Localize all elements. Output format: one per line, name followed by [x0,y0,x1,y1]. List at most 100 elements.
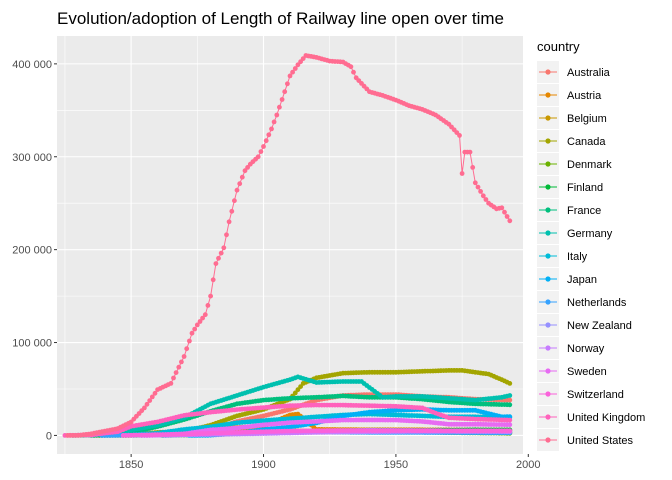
legend-item-austria: Austria [537,84,602,106]
data-point-united-states [189,330,195,336]
legend-item-denmark: Denmark [537,153,612,175]
data-point-united-states [202,312,208,318]
legend-item-france: France [537,199,601,221]
legend-title: country [537,39,580,54]
series-united-kingdom [62,402,513,438]
data-point-united-states [237,181,243,187]
series-united-states [65,53,513,438]
legend-key-point [545,391,551,397]
legend-key-point [545,184,551,190]
legend-item-germany: Germany [537,222,613,244]
data-point-united-states [295,62,301,68]
legend-key-point [545,345,551,351]
legend-key-point [545,437,551,443]
legend-item-italy: Italy [537,245,588,267]
data-point-united-states [457,133,462,138]
data-point-united-states [459,171,465,176]
data-point-france [507,402,513,408]
data-point-united-states [255,154,261,160]
data-point-united-states [467,149,473,155]
legend-item-norway: Norway [537,337,605,359]
data-point-united-states [266,132,272,138]
data-point-united-states [279,97,285,102]
legend-key-point [545,207,551,213]
data-point-canada [507,381,513,386]
legend-label: Finland [567,182,603,194]
legend-label: Denmark [567,159,612,171]
data-point-germany [507,393,513,398]
legend-key-point [545,115,551,121]
data-point-united-states [470,165,476,170]
legend-label: United Kingdom [567,412,645,424]
data-point-japan [507,414,513,420]
data-point-united-states [192,326,198,332]
series-sweden [144,417,513,438]
data-point-united-states [290,69,295,75]
data-point-united-states [274,112,280,118]
legend-label: United States [567,435,634,447]
data-point-united-states [149,394,155,400]
data-point-united-states [242,168,248,174]
legend-item-japan: Japan [537,268,597,290]
legend-key-point [545,276,551,282]
major-gridlines [57,36,529,454]
data-point-united-states [502,209,507,215]
data-point-united-states [147,398,153,403]
data-point-united-states [197,319,203,324]
legend-label: Sweden [567,366,607,378]
data-point-united-states [287,73,293,79]
data-point-united-states [239,174,245,180]
data-point-united-states [216,255,221,261]
x-tick-label: 1900 [251,459,275,471]
data-point-united-states [507,218,513,224]
legend-key-point [545,69,551,75]
data-point-united-states [229,208,235,214]
x-tick-label: 1850 [119,459,143,471]
data-point-united-states [285,81,290,87]
legend-item-finland: Finland [537,176,603,198]
data-point-united-states [181,354,187,359]
legend-item-new-zealand: New Zealand [537,314,632,336]
legend-item-belgium: Belgium [537,107,607,129]
data-point-switzerland [507,428,513,434]
series-germany [89,374,513,438]
data-point-united-states [232,198,237,204]
legend-key-point [545,322,551,328]
legend-key-point [545,414,551,420]
data-point-united-states [210,277,216,283]
legend-items: Australia Austria Belgium Canada Denmark Finl… [537,61,645,451]
data-point-united-states [144,401,150,407]
x-tick-label: 2000 [516,459,540,471]
data-point-united-states [263,138,269,144]
data-point-united-states [205,303,211,308]
data-point-united-states [194,322,200,328]
data-point-united-states [173,370,179,375]
legend-label: Italy [567,251,588,263]
minor-gridlines [57,36,523,454]
data-point-united-states [200,315,206,321]
data-point-united-states [348,64,354,70]
data-point-united-states [292,66,298,71]
data-point-united-states [258,149,264,155]
legend-label: New Zealand [567,320,632,332]
y-tick-label: 100 000 [12,338,52,350]
data-point-canada [298,384,303,389]
x-tick-label: 1950 [384,459,408,471]
legend-label: Norway [567,343,605,355]
legend-key-point [545,230,551,236]
data-point-united-states [176,364,182,370]
legend-item-netherlands: Netherlands [537,291,627,313]
series-layer [62,53,513,438]
data-point-united-kingdom [507,417,513,423]
data-point-united-states [475,184,481,190]
y-tick-label: 400 000 [12,59,52,71]
data-point-united-states [271,119,277,125]
plot-panel [57,36,523,454]
data-point-united-states [221,245,227,251]
legend-key-point [545,92,551,98]
data-point-united-states [142,405,147,411]
data-point-sweden [507,422,513,428]
legend: country Australia Austria Belgium Canada Den… [537,39,645,451]
legend-label: Japan [567,274,597,286]
